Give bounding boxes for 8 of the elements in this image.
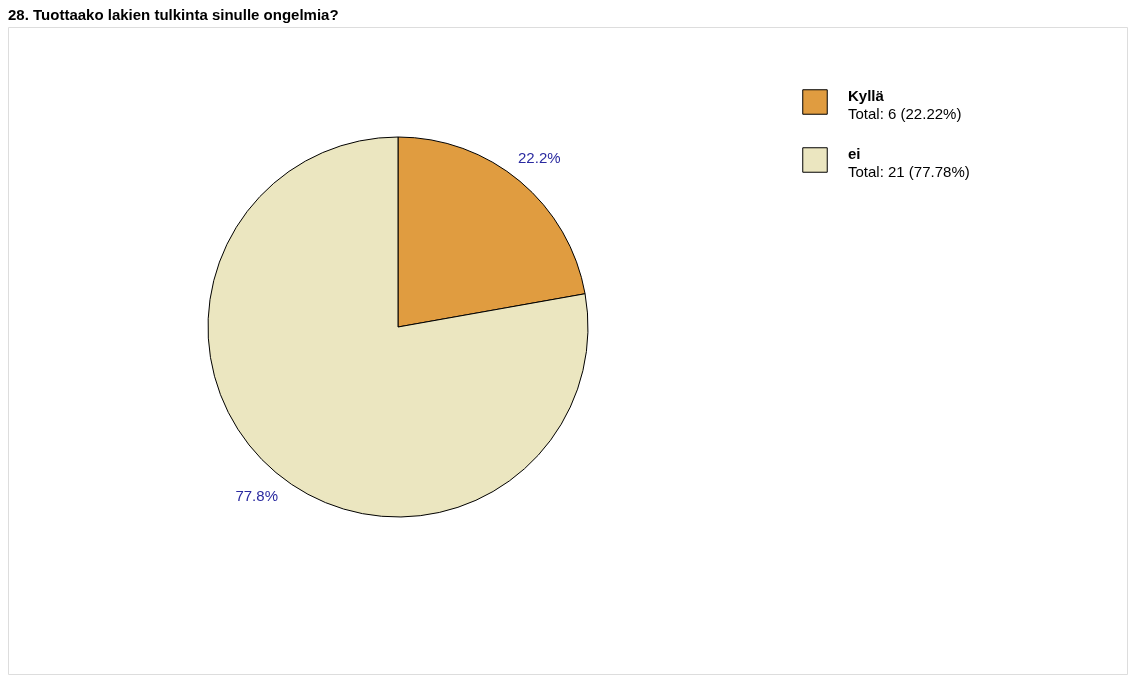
text: Total: 6 (22.22%) (848, 105, 962, 122)
pie-slice (207, 136, 589, 518)
legend-label: ei (848, 145, 861, 162)
text: Total: 21 (77.78%) (848, 163, 970, 180)
legend-label: Kyllä (848, 87, 885, 104)
data-label: 77.8% (235, 486, 278, 504)
data-label: 22.2% (518, 149, 561, 167)
chart-title: 28. Tuottaako lakien tulkinta sinulle ongelmia? (8, 6, 339, 23)
